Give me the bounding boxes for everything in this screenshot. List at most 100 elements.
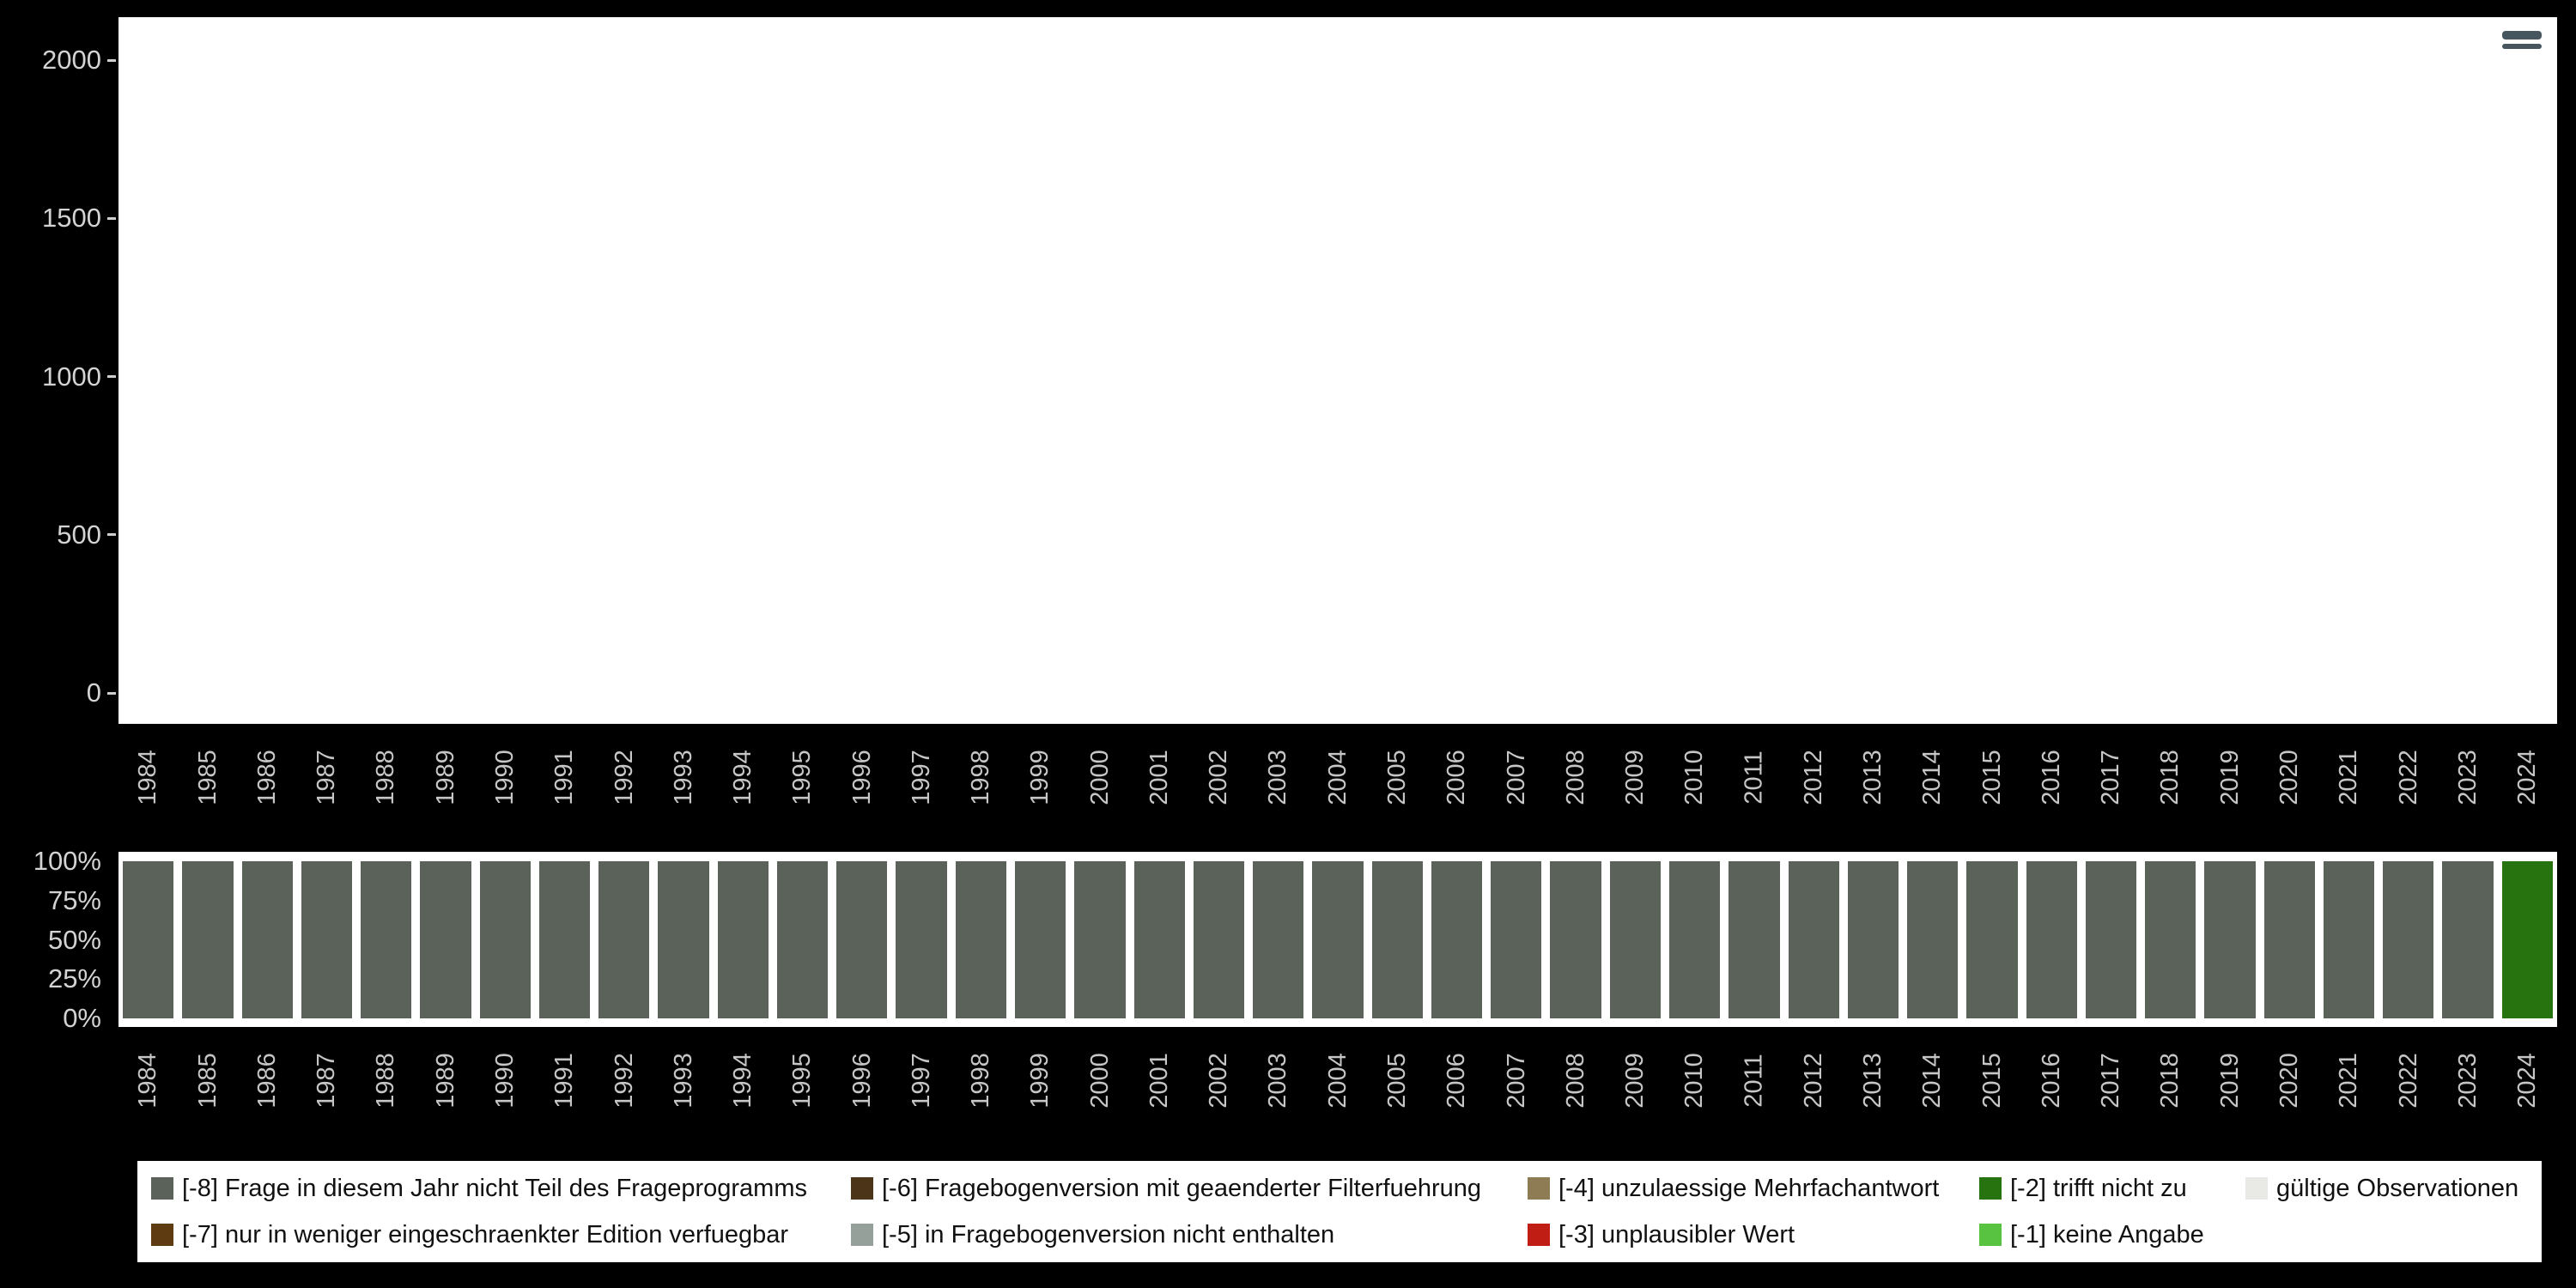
x-tick-text: 2001 [1145, 749, 1173, 805]
y-tick-label: 25% [47, 963, 101, 994]
x-tick-text: 2009 [1620, 749, 1649, 805]
x-tick-text: 2017 [2096, 749, 2124, 805]
bar [2145, 861, 2196, 1018]
x-tick-label: 1991 [535, 732, 594, 822]
x-tick-text: 2001 [1145, 1052, 1173, 1109]
x-tick-label: 2017 [2081, 732, 2141, 822]
x-tick-text: 2023 [2453, 1052, 2482, 1109]
bar [836, 861, 888, 1018]
x-tick-label: 1993 [653, 1036, 713, 1125]
x-tick-label: 2015 [1962, 732, 2021, 822]
x-tick-label: 1986 [238, 732, 297, 822]
bar [1847, 861, 1899, 1018]
x-tick-text: 1987 [312, 1052, 340, 1109]
x-tick-text: 1997 [907, 1052, 935, 1109]
x-tick-text: 1991 [550, 1052, 579, 1109]
x-tick-text: 1985 [193, 1052, 222, 1109]
x-tick-label: 1984 [118, 732, 178, 822]
bar [1668, 861, 1721, 1018]
missings-chart-plot-area[interactable] [118, 852, 2557, 1027]
legend-item[interactable]: [-2] trifft nicht zu [1979, 1174, 2187, 1202]
bar [1193, 861, 1245, 1018]
x-tick-text: 2022 [2394, 1052, 2422, 1109]
x-tick-text: 2012 [1799, 749, 1827, 805]
x-tick-text: 1986 [252, 1052, 281, 1109]
x-tick-text: 1995 [788, 1052, 817, 1109]
y-tick-label: 75% [47, 884, 101, 915]
legend-label: [-4] unzulaessige Mehrfachantwort [1558, 1174, 1940, 1202]
x-tick-label: 2021 [2319, 732, 2379, 822]
x-tick-text: 2023 [2453, 749, 2482, 805]
y-tick-mark [107, 533, 116, 537]
y-tick-label: 500 [57, 519, 101, 550]
x-tick-text: 2019 [2215, 1052, 2244, 1109]
x-tick-text: 1996 [848, 749, 876, 805]
x-tick-label: 2019 [2200, 1036, 2259, 1125]
bar [2323, 861, 2375, 1018]
bar [1371, 861, 1423, 1018]
x-tick-label: 2000 [1070, 732, 1129, 822]
x-tick-label: 2012 [1784, 1036, 1844, 1125]
legend-label: [-7] nur in weniger eingeschraenkter Edi… [182, 1220, 789, 1249]
x-tick-label: 1996 [832, 732, 891, 822]
x-tick-label: 2011 [1724, 1036, 1783, 1125]
legend-swatch [151, 1224, 173, 1246]
frequency-chart-plot-area[interactable] [118, 17, 2557, 724]
x-tick-label: 2002 [1189, 1036, 1249, 1125]
bar [1312, 861, 1364, 1018]
legend-item[interactable]: [-7] nur in weniger eingeschraenkter Edi… [151, 1220, 789, 1249]
x-tick-label: 1999 [1011, 732, 1070, 822]
legend-swatch [851, 1224, 873, 1246]
legend-label: [-2] trifft nicht zu [2010, 1174, 2187, 1202]
bar [1728, 861, 1780, 1018]
x-tick-text: 1990 [490, 1052, 519, 1109]
legend-item[interactable]: [-1] keine Angabe [1979, 1220, 2204, 1249]
x-tick-label: 2022 [2379, 732, 2438, 822]
legend-item[interactable]: [-5] in Fragebogenversion nicht enthalte… [851, 1221, 1334, 1249]
y-tick-mark [107, 375, 116, 378]
bar [538, 861, 591, 1018]
legend-label: [-1] keine Angabe [2010, 1220, 2204, 1249]
x-tick-text: 1984 [134, 1052, 162, 1109]
x-tick-label: 1994 [714, 732, 773, 822]
bar [1431, 861, 1483, 1018]
legend-item[interactable]: [-4] unzulaessige Mehrfachantwort [1528, 1174, 1940, 1202]
x-tick-text: 1988 [372, 1052, 400, 1109]
x-tick-text: 2008 [1561, 749, 1589, 805]
x-tick-label: 1987 [297, 732, 356, 822]
x-tick-label: 2001 [1130, 732, 1189, 822]
legend-item[interactable]: [-3] unplausibler Wert [1528, 1221, 1795, 1249]
bar [182, 861, 234, 1018]
y-tick-label: 50% [47, 924, 101, 955]
x-tick-label: 2013 [1844, 732, 1903, 822]
x-tick-label: 1987 [297, 1036, 356, 1125]
legend-swatch [2245, 1177, 2268, 1200]
x-tick-text: 2007 [1502, 749, 1530, 805]
x-tick-text: 2013 [1858, 749, 1886, 805]
legend-item[interactable]: [-6] Fragebogenversion mit geaenderter F… [851, 1174, 1481, 1202]
x-tick-text: 2002 [1204, 1052, 1232, 1109]
x-tick-label: 2018 [2141, 1036, 2200, 1125]
legend-swatch [151, 1177, 173, 1200]
x-tick-label: 2003 [1249, 1036, 1308, 1125]
legend-swatch [1979, 1224, 2002, 1246]
x-tick-text: 1995 [788, 749, 817, 805]
legend-item[interactable]: gültige Observationen [2245, 1175, 2518, 1202]
legend-label: [-8] Frage in diesem Jahr nicht Teil des… [182, 1174, 807, 1202]
legend-item[interactable]: [-8] Frage in diesem Jahr nicht Teil des… [151, 1174, 807, 1202]
chart-toolbar-icon[interactable] [2502, 31, 2542, 53]
x-tick-text: 1999 [1026, 749, 1054, 805]
bar [1788, 861, 1839, 1018]
x-tick-label: 2019 [2200, 732, 2259, 822]
bar [1550, 861, 1601, 1018]
x-tick-label: 2022 [2379, 1036, 2438, 1125]
legend-label: [-6] Fragebogenversion mit geaenderter F… [882, 1174, 1481, 1202]
x-tick-text: 1993 [669, 1052, 697, 1109]
bar [123, 861, 174, 1018]
x-tick-text: 2021 [2335, 1052, 2363, 1109]
x-tick-label: 2009 [1606, 1036, 1665, 1125]
x-tick-text: 1992 [610, 1052, 638, 1109]
bar [1253, 861, 1304, 1018]
y-tick-mark [107, 216, 116, 220]
